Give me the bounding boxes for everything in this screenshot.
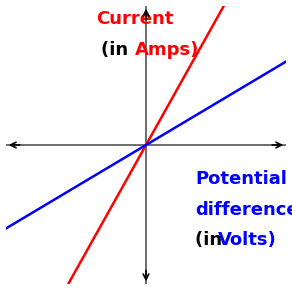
Text: Amps): Amps) bbox=[135, 41, 199, 59]
Text: difference: difference bbox=[195, 201, 292, 219]
Text: Current: Current bbox=[96, 10, 173, 28]
Text: (in: (in bbox=[101, 41, 135, 59]
Text: Volts): Volts) bbox=[218, 231, 277, 249]
Text: Potential: Potential bbox=[195, 170, 287, 188]
Text: (in: (in bbox=[195, 231, 228, 249]
